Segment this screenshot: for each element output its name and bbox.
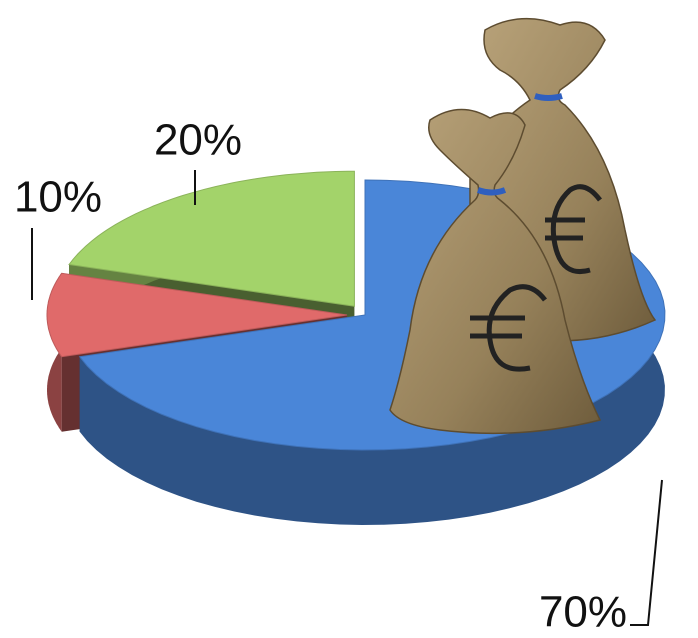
page: {"chart_data": {"type": "pie", "values":… [0,0,698,638]
data-label: 20% [154,116,242,165]
bag-tie [478,190,505,193]
data-label: 70% [539,588,627,637]
data-label: 10% [14,173,102,222]
bag-tie [535,96,562,98]
leader-line [630,480,662,625]
chart: 70% 10% 20% [0,0,698,638]
